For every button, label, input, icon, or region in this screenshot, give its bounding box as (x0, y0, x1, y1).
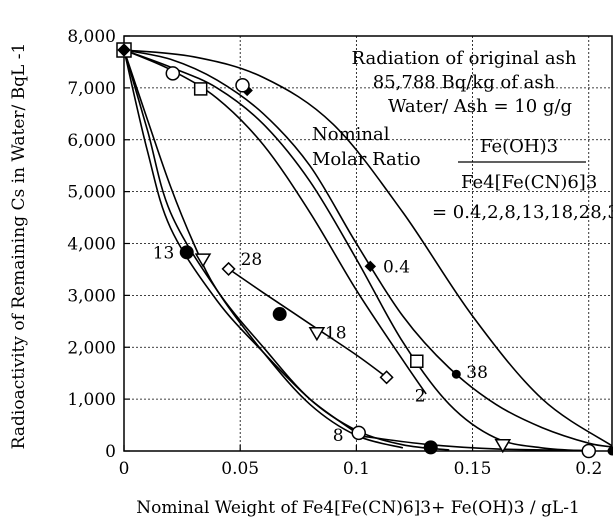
y-tick-label: 4,000 (67, 235, 116, 255)
series-label-13: 13 (153, 243, 175, 263)
marker-series-38 (607, 446, 613, 456)
x-tick-label: 0 (119, 459, 130, 479)
curve-baseline (356, 434, 589, 452)
curve-series-18 (123, 49, 404, 449)
marker-series-0-4 (364, 260, 377, 273)
marker-series-13 (423, 440, 438, 455)
curve-series-13 (123, 49, 450, 451)
annotation-numerator: Fe(OH)3 (480, 136, 558, 157)
x-tick-label: 0.05 (221, 459, 259, 479)
marker-series-18 (494, 439, 512, 454)
marker-start-diamond (117, 43, 131, 57)
y-tick-label: 5,000 (67, 183, 116, 203)
marker-series-8 (351, 425, 366, 441)
y-tick-label: 1,000 (67, 390, 116, 410)
annotation-ratios: = 0.4,2,8,13,18,28,38 (432, 202, 613, 223)
series-label-18: 18 (325, 324, 347, 344)
data-markers (116, 42, 613, 459)
y-axis-label: Radioactivity of Remaining Cs in Water/ … (9, 43, 29, 450)
annotation-molar-ratio: Molar Ratio (312, 149, 421, 170)
curve-series-2 (123, 49, 427, 395)
marker-series-2 (410, 354, 424, 369)
marker-series-18 (194, 253, 212, 268)
marker-series-28 (221, 261, 236, 276)
marker-series-8 (235, 78, 250, 93)
marker-series-28 (379, 370, 394, 385)
y-tick-label: 8,000 (67, 27, 116, 47)
marker-series-13 (179, 245, 194, 260)
y-tick-label: 3,000 (67, 286, 116, 306)
x-tick-label: 0.15 (454, 459, 492, 479)
y-tick-label: 2,000 (67, 338, 116, 358)
curve-series-28 (228, 268, 388, 378)
y-tick-label: 0 (105, 442, 116, 462)
axis-ticks: 0 1,000 2,000 3,000 4,000 5,000 6,000 7,000 8,00… (67, 27, 602, 479)
annotation-nominal: Nominal (312, 124, 390, 145)
marker-series-18 (308, 326, 326, 342)
series-label-38: 38 (466, 363, 488, 383)
y-tick-label: 6,000 (67, 131, 116, 151)
annotation-line3: Water/ Ash = 10 g/g (388, 96, 572, 117)
marker-series-8 (165, 66, 181, 81)
series-label-8: 8 (333, 426, 344, 446)
curve-series-0-4 (123, 49, 613, 448)
series-label-2: 2 (415, 386, 426, 406)
series-label-0-4: 0.4 (383, 257, 410, 277)
marker-series-2 (193, 82, 208, 96)
x-axis-label: Nominal Weight of Fe4[Fe(CN)6]3+ Fe(OH)3… (136, 498, 580, 518)
y-tick-label: 7,000 (67, 79, 116, 99)
marker-series-8 (581, 443, 597, 459)
series-label-28: 28 (241, 250, 263, 270)
x-tick-label: 0.2 (575, 459, 602, 479)
marker-series-38 (451, 369, 461, 379)
curve-series-38 (123, 49, 613, 447)
marker-series-13 (272, 307, 287, 322)
x-tick-label: 0.1 (343, 459, 370, 479)
annotation-line2: 85,788 Bq/kg of ash (373, 72, 556, 93)
annotation-denominator: Fe4[Fe(CN)6]3 (461, 172, 597, 193)
annotation-line1: Radiation of original ash (352, 48, 577, 69)
